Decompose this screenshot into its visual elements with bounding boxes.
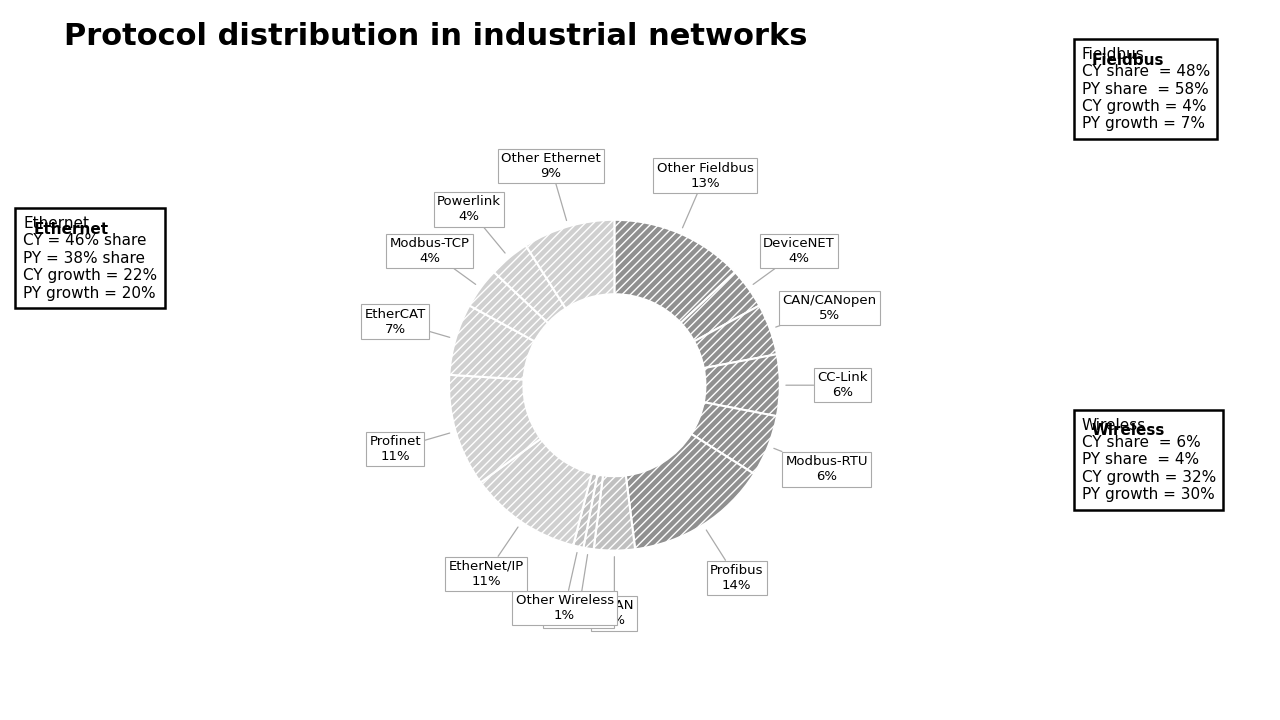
Wedge shape: [626, 434, 754, 549]
Text: Fieldbus
CY share  = 48%
PY share  = 58%
CY growth = 4%
PY growth = 7%: Fieldbus CY share = 48% PY share = 58% C…: [1082, 47, 1210, 131]
Text: Ethernet
CY = 46% share
PY = 38% share
CY growth = 22%
PY growth = 20%: Ethernet CY = 46% share PY = 38% share C…: [23, 216, 157, 301]
Wedge shape: [449, 375, 541, 482]
Text: Other Ethernet
9%: Other Ethernet 9%: [500, 152, 600, 220]
Text: Other Fieldbus
13%: Other Fieldbus 13%: [657, 162, 754, 228]
Text: WLAN
4%: WLAN 4%: [595, 557, 634, 627]
Wedge shape: [494, 246, 566, 323]
Text: EtherCAT
7%: EtherCAT 7%: [365, 307, 449, 338]
Wedge shape: [694, 305, 777, 368]
Text: Ethernet: Ethernet: [33, 222, 109, 237]
Wedge shape: [573, 473, 598, 548]
Wedge shape: [480, 438, 591, 546]
Text: CAN/CANopen
5%: CAN/CANopen 5%: [776, 294, 877, 327]
Wedge shape: [470, 272, 548, 341]
Text: Modbus-RTU
6%: Modbus-RTU 6%: [774, 449, 868, 483]
Text: Other Wireless
1%: Other Wireless 1%: [516, 552, 613, 622]
Text: Profinet
11%: Profinet 11%: [370, 433, 449, 463]
Text: Bluetooth
1%: Bluetooth 1%: [547, 554, 611, 625]
Wedge shape: [704, 354, 780, 416]
Wedge shape: [614, 220, 735, 323]
Wedge shape: [691, 402, 777, 474]
Text: Wireless: Wireless: [1092, 423, 1165, 438]
Text: Fieldbus: Fieldbus: [1092, 53, 1165, 68]
Text: CC-Link
6%: CC-Link 6%: [786, 372, 868, 399]
Text: EtherNet/IP
11%: EtherNet/IP 11%: [448, 527, 524, 588]
Text: Profibus
14%: Profibus 14%: [707, 530, 763, 592]
Wedge shape: [449, 305, 535, 379]
Wedge shape: [594, 475, 635, 551]
Text: Protocol distribution in industrial networks: Protocol distribution in industrial netw…: [64, 22, 808, 50]
Wedge shape: [681, 272, 759, 341]
Wedge shape: [526, 220, 614, 308]
Text: DeviceNET
4%: DeviceNET 4%: [753, 237, 835, 284]
Text: Powerlink
4%: Powerlink 4%: [436, 195, 506, 253]
Text: Modbus-TCP
4%: Modbus-TCP 4%: [389, 237, 476, 284]
Text: Wireless
CY share  = 6%
PY share  = 4%
CY growth = 32%
PY growth = 30%: Wireless CY share = 6% PY share = 4% CY …: [1082, 418, 1216, 503]
Wedge shape: [584, 474, 603, 549]
